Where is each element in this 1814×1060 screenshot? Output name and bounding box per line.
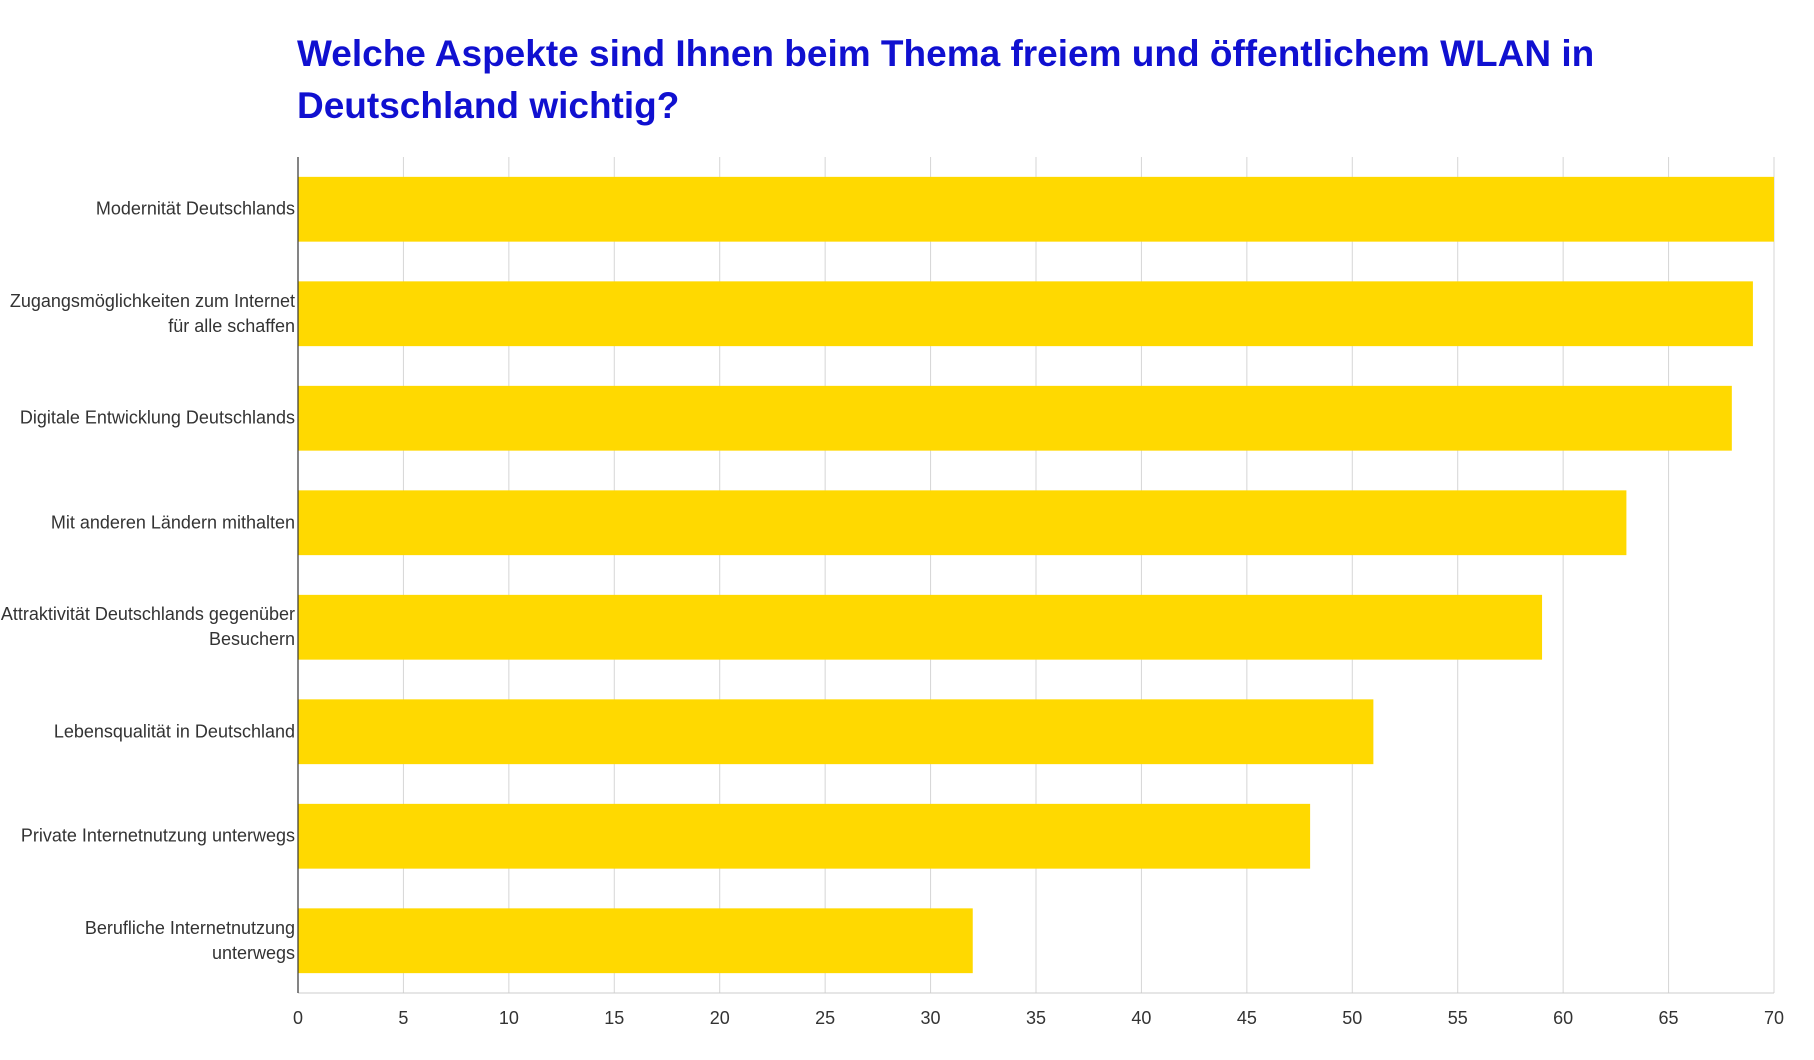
x-tick-label: 45 [1237,1008,1257,1028]
x-tick-label: 15 [604,1008,624,1028]
x-tick-label: 35 [1026,1008,1046,1028]
y-tick-label: Lebensqualität in Deutschland [53,721,295,742]
bar [298,803,1311,869]
x-tick-label: 30 [921,1008,941,1028]
x-tick-label: 50 [1342,1008,1362,1028]
bar [298,385,1732,451]
bar [298,281,1753,347]
bar [298,908,973,974]
y-tick-label: Mit anderen Ländern mithalten [50,512,295,533]
y-tick-label: Private Internetnutzung unterwegs [20,825,295,846]
x-tick-label: 0 [293,1008,303,1028]
bar [298,176,1774,242]
x-tick-label: 10 [499,1008,519,1028]
x-tick-label: 40 [1131,1008,1151,1028]
y-tick-label: Attraktivität Deutschlands gegenüber Bes… [0,604,295,650]
bar [298,699,1374,765]
y-tick-label: Modernität Deutschlands [95,198,295,219]
y-tick-label: Berufliche Internetnutzung unterwegs [84,917,295,963]
x-tick-label: 25 [815,1008,835,1028]
x-tick-label: 5 [398,1008,408,1028]
bar [298,490,1627,556]
x-tick-label: 65 [1659,1008,1679,1028]
x-tick-label: 60 [1553,1008,1573,1028]
y-tick-label: Digitale Entwicklung Deutschlands [19,407,295,428]
y-tick-label: Zugangsmöglichkeiten zum Internet für al… [9,290,295,336]
bar [298,594,1543,660]
chart-title: Welche Aspekte sind Ihnen beim Thema fre… [297,33,1595,126]
x-tick-label: 55 [1448,1008,1468,1028]
x-tick-label: 70 [1764,1008,1784,1028]
x-tick-label: 20 [710,1008,730,1028]
